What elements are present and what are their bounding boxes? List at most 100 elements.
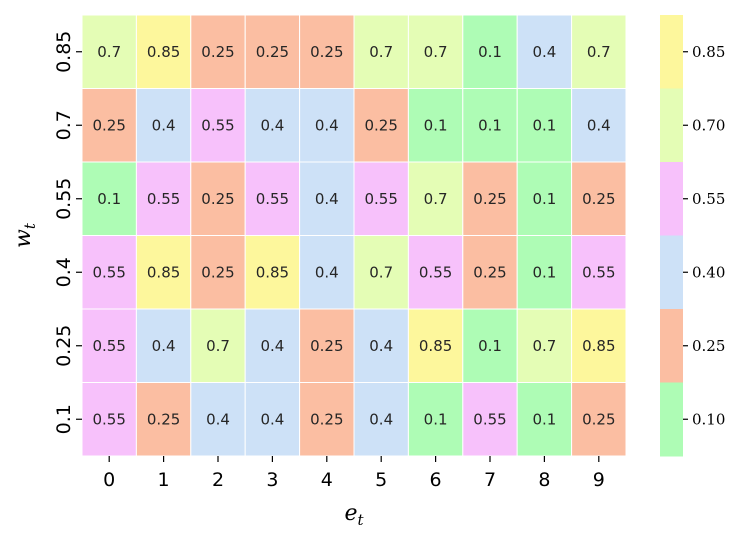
cell-value-label: 0.25 <box>310 337 343 355</box>
cell-value-label: 0.85 <box>147 43 180 61</box>
heatmap-cell <box>516 88 573 163</box>
heatmap-cell <box>571 235 627 310</box>
cell-value-label: 0.25 <box>582 190 615 208</box>
y-tick-label: 0.7 <box>53 110 75 140</box>
cell-value-label: 0.85 <box>256 263 289 281</box>
heatmap-cell <box>462 161 518 236</box>
heatmap-cell <box>135 14 192 89</box>
cell-value-label: 0.55 <box>92 263 125 281</box>
heatmap-cell <box>135 308 192 383</box>
heatmap-cell <box>353 308 409 383</box>
cell-value-label: 0.85 <box>419 337 452 355</box>
cell-value-label: 0.4 <box>315 116 339 134</box>
y-tick-label: 0.1 <box>53 404 75 434</box>
x-tick-label: 6 <box>430 469 442 491</box>
heatmap-cell <box>244 88 301 163</box>
cell-value-label: 0.85 <box>147 263 180 281</box>
heatmap-cell <box>353 88 409 163</box>
cell-value-label: 0.55 <box>473 410 506 428</box>
heatmap-cell <box>190 308 246 383</box>
cell-value-label: 0.4 <box>315 190 339 208</box>
y-tick-label: 0.25 <box>53 325 75 367</box>
x-axis-label-subscript: t <box>358 511 365 529</box>
heatmap-cell <box>516 235 573 310</box>
heatmap-cell <box>81 14 137 89</box>
colorbar-segment <box>660 235 683 310</box>
heatmap-cell <box>135 161 192 236</box>
cell-value-label: 0.4 <box>260 410 284 428</box>
cell-value-label: 0.7 <box>532 337 556 355</box>
cell-value-label: 0.25 <box>582 410 615 428</box>
colorbar-tick-label: 0.55 <box>692 190 725 208</box>
cell-value-label: 0.55 <box>256 190 289 208</box>
heatmap-cell <box>244 382 301 457</box>
colorbar-tick-label: 0.25 <box>692 337 725 355</box>
x-axis-label: et <box>344 501 364 529</box>
x-tick-label: 3 <box>266 469 278 491</box>
cell-value-label: 0.85 <box>582 337 615 355</box>
y-axis-label-subscript: t <box>21 222 39 229</box>
cell-value-label: 0.25 <box>201 263 234 281</box>
colorbar-segment <box>660 309 683 383</box>
heatmap-cell <box>462 88 518 163</box>
cell-value-label: 0.1 <box>478 337 502 355</box>
cell-value-label: 0.25 <box>201 190 234 208</box>
cell-value-label: 0.25 <box>147 410 180 428</box>
cell-value-label: 0.55 <box>364 190 397 208</box>
heatmap-cell <box>571 308 627 383</box>
heatmap-cell <box>299 382 355 457</box>
heatmap-cell <box>190 161 246 236</box>
x-tick-label: 5 <box>375 469 387 491</box>
y-tick-label: 0.55 <box>53 178 75 220</box>
heatmap-cell <box>516 382 573 457</box>
cell-value-label: 0.4 <box>152 116 176 134</box>
cell-value-label: 0.1 <box>532 190 556 208</box>
heatmap-cell <box>190 14 246 89</box>
x-tick-label: 1 <box>158 469 170 491</box>
y-axis-label: wt <box>11 222 39 248</box>
x-tick-label: 0 <box>103 469 115 491</box>
cell-value-label: 0.4 <box>369 410 393 428</box>
heatmap-cell <box>516 308 573 383</box>
cell-value-label: 0.1 <box>532 263 556 281</box>
cell-value-label: 0.25 <box>201 43 234 61</box>
cell-value-label: 0.55 <box>201 116 234 134</box>
cell-value-label: 0.25 <box>364 116 397 134</box>
heatmap-cell <box>407 161 464 236</box>
heatmap-cell <box>81 235 137 310</box>
heatmap-cell <box>299 308 355 383</box>
cell-value-label: 0.55 <box>582 263 615 281</box>
heatmap-cell <box>516 161 573 236</box>
x-tick-label: 8 <box>538 469 550 491</box>
heatmap-cell <box>407 235 464 310</box>
cell-value-label: 0.4 <box>260 116 284 134</box>
cell-value-label: 0.7 <box>369 263 393 281</box>
cell-value-label: 0.7 <box>206 337 230 355</box>
heatmap-cell <box>353 235 409 310</box>
heatmap-cell <box>190 382 246 457</box>
colorbar-segment <box>660 88 683 163</box>
cell-value-label: 0.4 <box>260 337 284 355</box>
cell-value-label: 0.4 <box>369 337 393 355</box>
x-tick-label: 4 <box>321 469 333 491</box>
colorbar: 0.85 0.70 0.55 0.40 0.25 0.10 <box>660 15 725 457</box>
cell-value-label: 0.7 <box>587 43 611 61</box>
cell-value-label: 0.4 <box>315 263 339 281</box>
heatmap-cell <box>462 14 518 89</box>
colorbar-tick-label: 0.85 <box>692 43 725 61</box>
heatmap-cell <box>81 161 137 236</box>
cell-value-label: 0.55 <box>92 337 125 355</box>
colorbar-tick-label: 0.40 <box>692 263 725 281</box>
cell-value-label: 0.1 <box>532 116 556 134</box>
cell-value-label: 0.4 <box>152 337 176 355</box>
cell-value-label: 0.55 <box>147 190 180 208</box>
y-tick-label: 0.85 <box>53 31 75 73</box>
cell-value-label: 0.7 <box>97 43 121 61</box>
cell-value-label: 0.25 <box>310 43 343 61</box>
heatmap-cell <box>299 161 355 236</box>
heatmap-cell <box>571 161 627 236</box>
colorbar-tick-label: 0.70 <box>692 116 725 134</box>
heatmap-cell <box>407 308 464 383</box>
cell-value-label: 0.55 <box>92 410 125 428</box>
